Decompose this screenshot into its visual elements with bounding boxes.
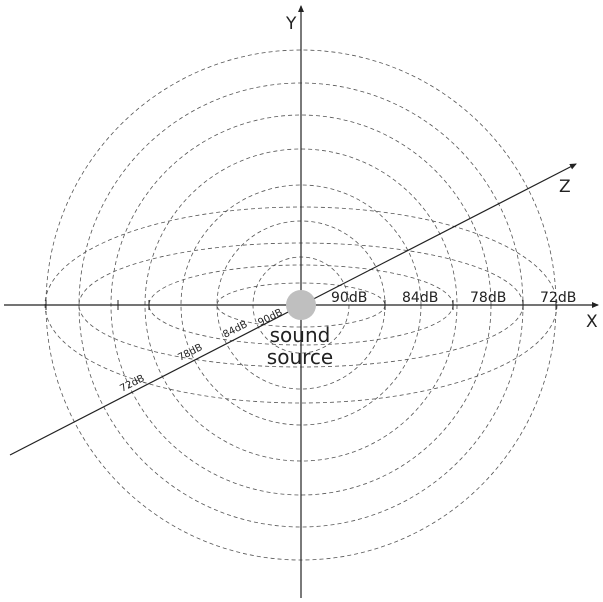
source-label-line1: sound (270, 323, 331, 347)
x-level-label-90: 90dB (331, 290, 367, 306)
z-axis-label: Z (559, 177, 571, 197)
sound-source-dot (286, 290, 316, 320)
x-axis-label: X (586, 312, 598, 332)
z-level-label-78: 78dB (176, 342, 204, 364)
x-level-label-72: 72dB (540, 290, 576, 306)
y-axis-label: Y (285, 14, 297, 34)
x-axis-ticks (45, 300, 557, 310)
x-level-label-78: 78dB (470, 290, 506, 306)
z-level-label-84: 84dB (221, 319, 249, 341)
source-label-line2: source (267, 345, 333, 369)
x-level-label-84: 84dB (402, 290, 438, 306)
